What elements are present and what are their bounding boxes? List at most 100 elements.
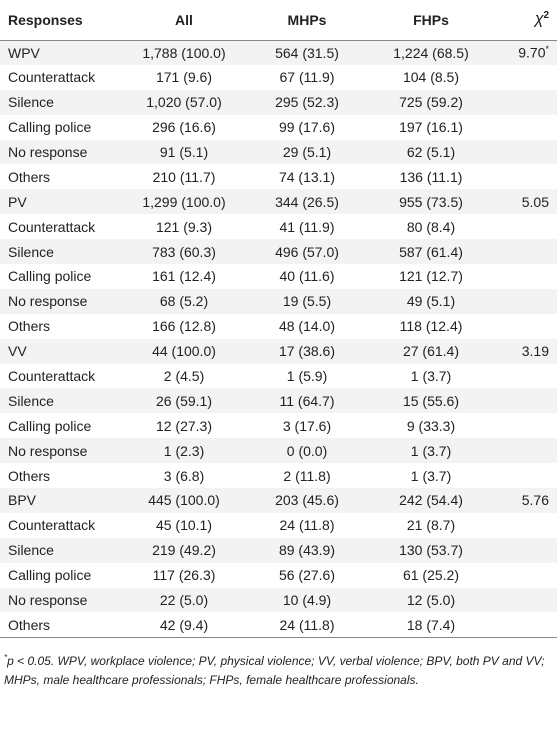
data-cell: 67 (11.9) (279, 69, 335, 86)
data-cell: 15 (55.6) (402, 392, 460, 409)
data-cell: 12 (27.3) (155, 417, 213, 434)
data-cell: 242 (54.4) (399, 492, 463, 509)
data-cell: 210 (11.7) (152, 168, 216, 185)
data-cell: 219 (49.2) (152, 542, 216, 559)
row-label: Others (8, 467, 51, 484)
row-label: Calling police (8, 268, 92, 285)
data-cell: 24 (11.8) (279, 616, 335, 633)
empty-cell (491, 538, 557, 563)
table-row: Calling police 12 (27.3) 3 (17.6) 9 (33.3) (0, 413, 557, 438)
data-cell: 11 (64.7) (279, 392, 335, 409)
empty-cell (491, 364, 557, 389)
data-cell: 3 (17.6) (282, 417, 332, 434)
empty-cell (491, 264, 557, 289)
row-label: Calling police (8, 119, 92, 136)
data-cell: 89 (43.9) (278, 542, 336, 559)
data-cell: 40 (11.6) (279, 268, 335, 285)
row-label: Silence (8, 243, 54, 260)
data-cell: 49 (5.1) (406, 293, 456, 310)
header-cell: χ2 (491, 0, 557, 40)
data-cell: 24 (11.8) (279, 517, 335, 534)
table-row: Silence 1,020 (57.0) 295 (52.3) 725 (59.2) (0, 89, 557, 115)
header-cell: MHPs (287, 11, 327, 28)
row-label: VV (8, 343, 27, 360)
empty-cell (491, 588, 557, 613)
row-label: No response (8, 592, 88, 609)
table-row: Others 166 (12.8) 48 (14.0) 118 (12.4) (0, 314, 557, 339)
row-label: Calling police (8, 417, 92, 434)
table-row: Silence 219 (49.2) 89 (43.9) 130 (53.7) (0, 537, 557, 563)
data-cell: 9 (33.3) (406, 417, 456, 434)
table-row: VV 44 (100.0) 17 (38.6) 27 (61.4) 3.19 (0, 338, 557, 364)
data-cell: 136 (11.1) (399, 168, 463, 185)
data-cell: 1 (3.7) (410, 368, 452, 385)
row-label: Counterattack (8, 368, 96, 385)
row-label: Counterattack (8, 517, 96, 534)
data-cell: 44 (100.0) (152, 343, 216, 360)
data-cell: 9.70* (491, 40, 557, 65)
data-cell: 21 (8.7) (406, 517, 456, 534)
data-cell: 62 (5.1) (406, 144, 456, 160)
data-cell: 171 (9.6) (155, 69, 213, 86)
data-cell: 45 (10.1) (155, 517, 213, 534)
data-cell: 48 (14.0) (278, 318, 336, 335)
row-label: Silence (8, 542, 54, 559)
data-cell: 68 (5.2) (159, 293, 209, 310)
table-row: PV 1,299 (100.0) 344 (26.5) 955 (73.5) 5.05 (0, 189, 557, 215)
data-cell: 130 (53.7) (399, 542, 463, 559)
cell-text: 9.70 (518, 45, 546, 62)
data-cell: 117 (26.3) (152, 567, 216, 584)
data-cell: 26 (59.1) (155, 392, 213, 409)
data-cell: 161 (12.4) (152, 268, 216, 285)
empty-cell (491, 413, 557, 438)
table-row: Counterattack 121 (9.3) 41 (11.9) 80 (8.4) (0, 214, 557, 239)
data-cell: 564 (31.5) (275, 44, 339, 61)
data-cell: 166 (12.8) (152, 318, 216, 335)
data-cell: 80 (8.4) (406, 218, 456, 235)
data-cell: 3.19 (521, 343, 549, 360)
empty-cell (491, 140, 557, 165)
table-row: Calling police 161 (12.4) 40 (11.6) 121 (12… (0, 264, 557, 289)
data-cell: 121 (12.7) (399, 268, 463, 285)
data-cell: 1,299 (100.0) (142, 193, 226, 210)
empty-cell (491, 314, 557, 339)
data-cell: 91 (5.1) (159, 144, 209, 160)
empty-cell (491, 438, 557, 463)
header-row: Responses All MHPs FHPs χ2 (0, 0, 557, 40)
empty-cell (491, 164, 557, 189)
row-label: No response (8, 442, 88, 459)
empty-cell (491, 388, 557, 413)
data-cell: 203 (45.6) (275, 492, 339, 509)
empty-cell (491, 90, 557, 115)
table-row: No response 1 (2.3) 0 (0.0) 1 (3.7) (0, 438, 557, 464)
data-cell: 725 (59.2) (399, 94, 463, 111)
row-label: BPV (8, 492, 37, 509)
row-label: PV (8, 193, 27, 210)
empty-cell (491, 612, 557, 637)
data-cell: 2 (11.8) (283, 467, 331, 484)
data-cell: 10 (4.9) (282, 592, 332, 609)
data-cell: 783 (60.3) (152, 243, 216, 260)
row-label: Silence (8, 94, 54, 111)
data-cell: 18 (7.4) (406, 616, 456, 633)
data-cell: 1,020 (57.0) (146, 94, 222, 111)
data-cell: 42 (9.4) (159, 616, 209, 633)
empty-cell (491, 513, 557, 538)
table-row: Silence 26 (59.1) 11 (64.7) 15 (55.6) (0, 388, 557, 414)
table-row: Others 3 (6.8) 2 (11.8) 1 (3.7) (0, 463, 557, 488)
data-cell: 27 (61.4) (402, 343, 460, 360)
data-cell: 19 (5.5) (282, 293, 332, 310)
footnote-text: p < 0.05. WPV, workplace violence; PV, p… (4, 653, 545, 687)
empty-cell (491, 463, 557, 488)
table-row: Calling police 117 (26.3) 56 (27.6) 61 (25.… (0, 563, 557, 588)
data-cell: 1 (5.9) (286, 368, 328, 385)
data-cell: 61 (25.2) (402, 567, 460, 584)
table-row: Others 210 (11.7) 74 (13.1) 136 (11.1) (0, 164, 557, 189)
row-label: Others (8, 168, 51, 185)
data-cell: 56 (27.6) (278, 567, 336, 584)
row-label: WPV (8, 44, 40, 61)
superscript: 2 (543, 10, 549, 22)
data-cell: 74 (13.1) (278, 168, 336, 185)
data-cell: 1 (2.3) (163, 442, 205, 459)
